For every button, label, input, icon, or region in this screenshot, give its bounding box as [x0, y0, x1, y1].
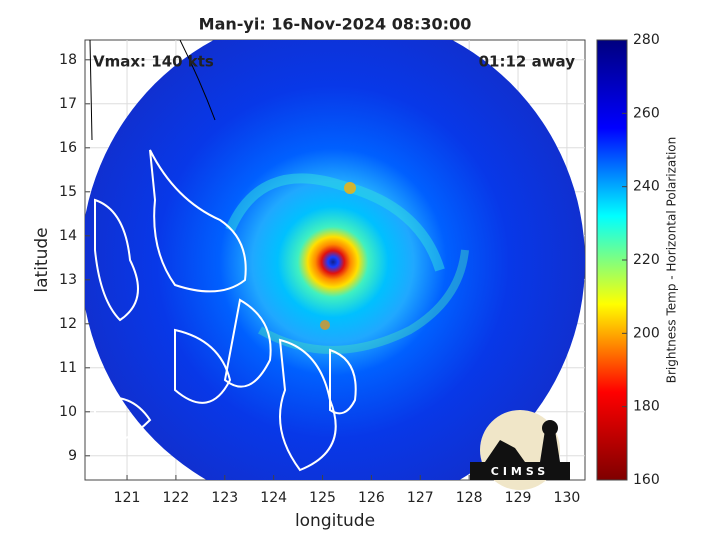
x-tick-label: 124 — [260, 490, 287, 506]
y-tick-label: 16 — [59, 140, 77, 156]
y-tick-label: 14 — [59, 228, 77, 244]
x-tick-label: 129 — [505, 490, 532, 506]
y-tick-label: 12 — [59, 316, 77, 332]
x-tick-label: 122 — [163, 490, 190, 506]
annotation: Vmax: 140 kts — [93, 53, 214, 71]
x-axis-label: longitude — [295, 511, 375, 531]
colorbar-tick-label: 160 — [633, 472, 660, 488]
y-tick-label: 13 — [59, 272, 77, 288]
y-tick-label: 9 — [68, 448, 77, 464]
y-tick-label: 11 — [59, 360, 77, 376]
annotation: 01:12 away — [479, 53, 576, 71]
colorbar-tick-label: 200 — [633, 325, 660, 341]
y-axis-label: latitude — [32, 227, 52, 292]
logo: CIMSS — [470, 410, 570, 490]
y-tick-label: 17 — [59, 96, 77, 112]
x-tick-label: 125 — [309, 490, 336, 506]
x-tick-label: 130 — [554, 490, 581, 506]
colorbar-tick-label: 240 — [633, 179, 660, 195]
x-tick-label: 123 — [211, 490, 238, 506]
x-tick-label: 128 — [456, 490, 483, 506]
y-tick-label: 15 — [59, 184, 77, 200]
logo-text: CIMSS — [491, 465, 549, 478]
colorbar-label: Brightness Temp - Horizontal Polarizatio… — [665, 137, 679, 384]
colorbar-axis: 160 180 200 220 240 260 280 — [622, 32, 660, 488]
y-tick-label: 10 — [59, 404, 77, 420]
x-tick-label: 127 — [407, 490, 434, 506]
chart-title: Man-yi: 16-Nov-2024 08:30:00 — [199, 15, 472, 34]
colorbar-tick-label: 280 — [633, 32, 660, 48]
x-tick-label: 126 — [358, 490, 385, 506]
y-axis: 9 10 11 12 13 14 15 16 17 18 — [59, 52, 90, 464]
colorbar-tick-label: 220 — [633, 252, 660, 268]
x-axis: 121 122 123 124 125 126 127 128 129 130 — [114, 475, 581, 506]
colorbar-tick-label: 180 — [633, 399, 660, 415]
storm-image — [85, 40, 585, 480]
colorbar-tick-label: 260 — [633, 105, 660, 121]
y-tick-label: 18 — [59, 52, 77, 68]
x-tick-label: 121 — [114, 490, 141, 506]
